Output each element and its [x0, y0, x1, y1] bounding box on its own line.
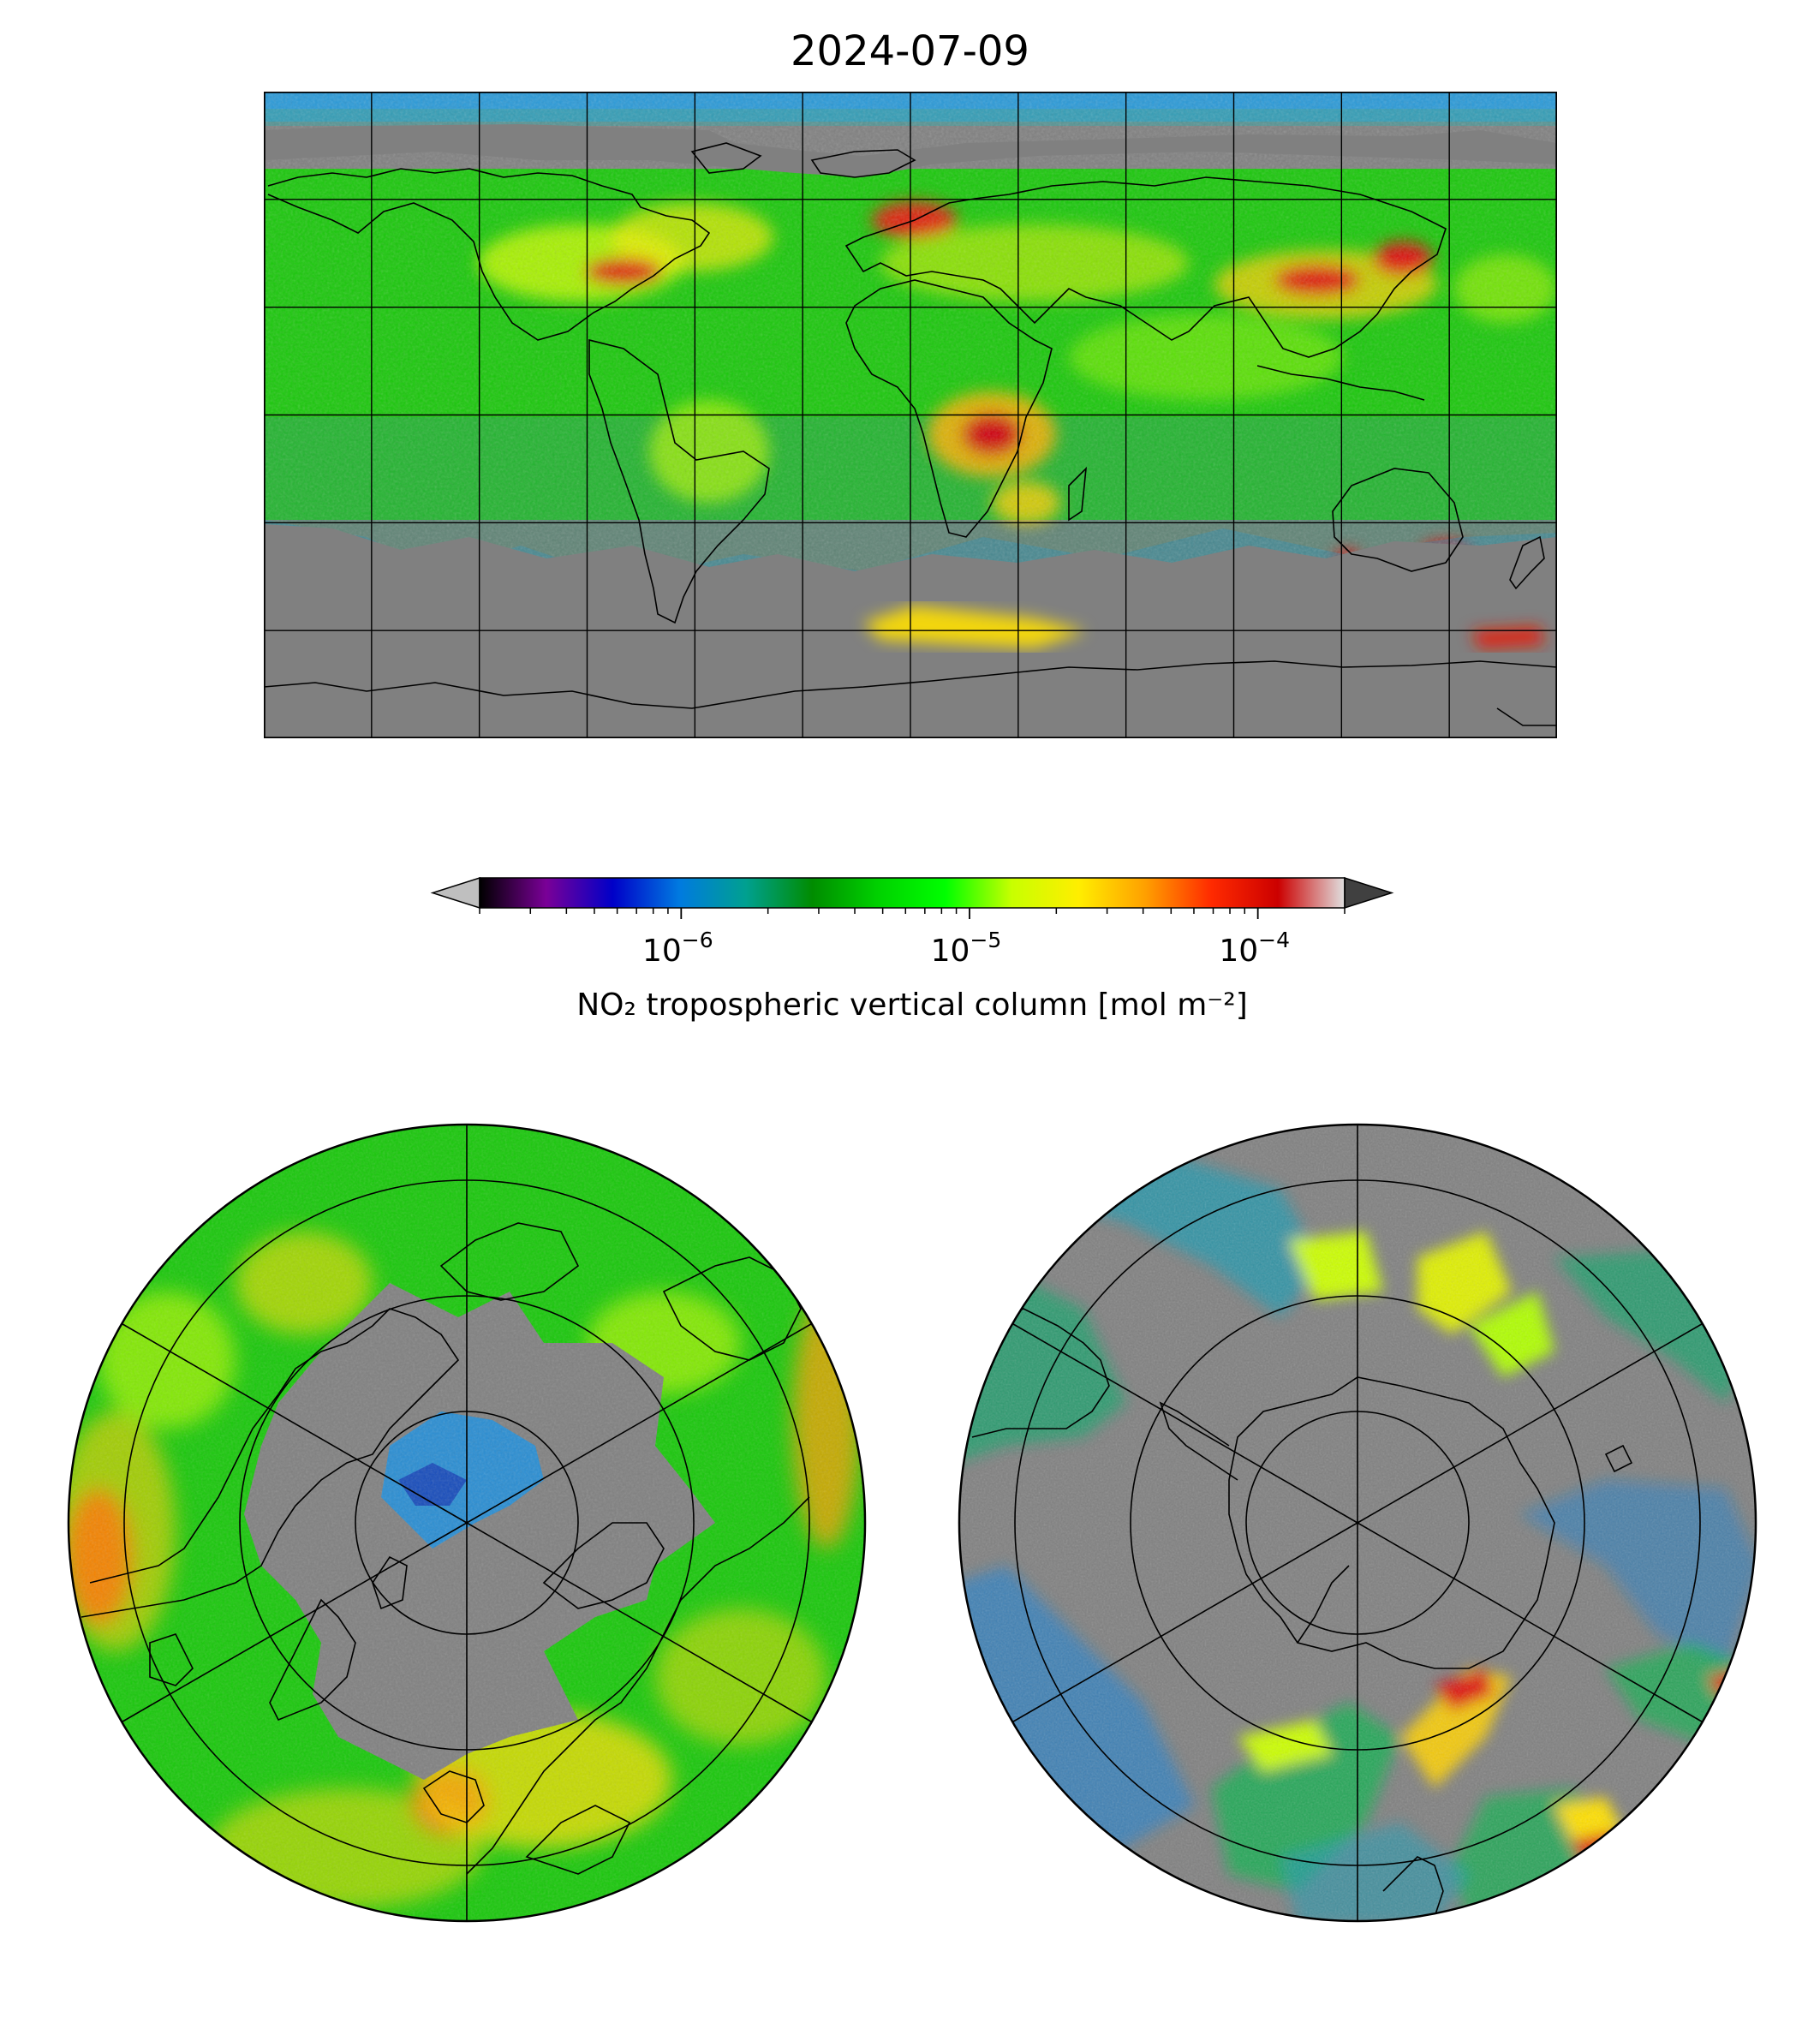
south-graticule	[1011, 1125, 1704, 1921]
colorbar-tick-label: 10−5	[931, 928, 1002, 969]
coastlines	[264, 142, 1557, 726]
north-graticule	[121, 1125, 813, 1921]
colorbar-ticks: 10−6 10−5 10−4	[479, 908, 1346, 969]
meridian-line	[1357, 1522, 1704, 1723]
meridian-line	[121, 1522, 468, 1723]
colorbar-label: NO₂ tropospheric vertical column [mol m⁻…	[576, 988, 1248, 1023]
colorbar-tick-label: 10−4	[1219, 928, 1290, 969]
north-map-boundary	[67, 1123, 867, 1923]
colorbar-under-extension	[430, 876, 480, 910]
colorbar: 10−6 10−5 10−4 NO₂ tropospheric vertical c…	[430, 876, 1394, 1023]
meridian-line	[121, 1322, 468, 1524]
colorbar-tick-label: 10−6	[642, 928, 713, 969]
meridian-line	[1011, 1522, 1358, 1723]
meridian-line	[1011, 1322, 1358, 1524]
colorbar-over-extension	[1344, 876, 1394, 910]
map-frame	[264, 92, 1557, 738]
meridian-line	[466, 1322, 813, 1524]
north-polar-map	[67, 1123, 867, 1923]
south-map-boundary	[958, 1123, 1757, 1923]
north-coastlines	[81, 1222, 810, 1875]
graticule	[264, 92, 1557, 738]
world-map	[264, 92, 1557, 738]
meridian-line	[1357, 1322, 1704, 1524]
colorbar-gradient	[480, 878, 1345, 908]
figure-title: 2024-07-09	[791, 27, 1029, 75]
meridian-line	[466, 1522, 813, 1723]
south-polar-map	[958, 1123, 1757, 1923]
